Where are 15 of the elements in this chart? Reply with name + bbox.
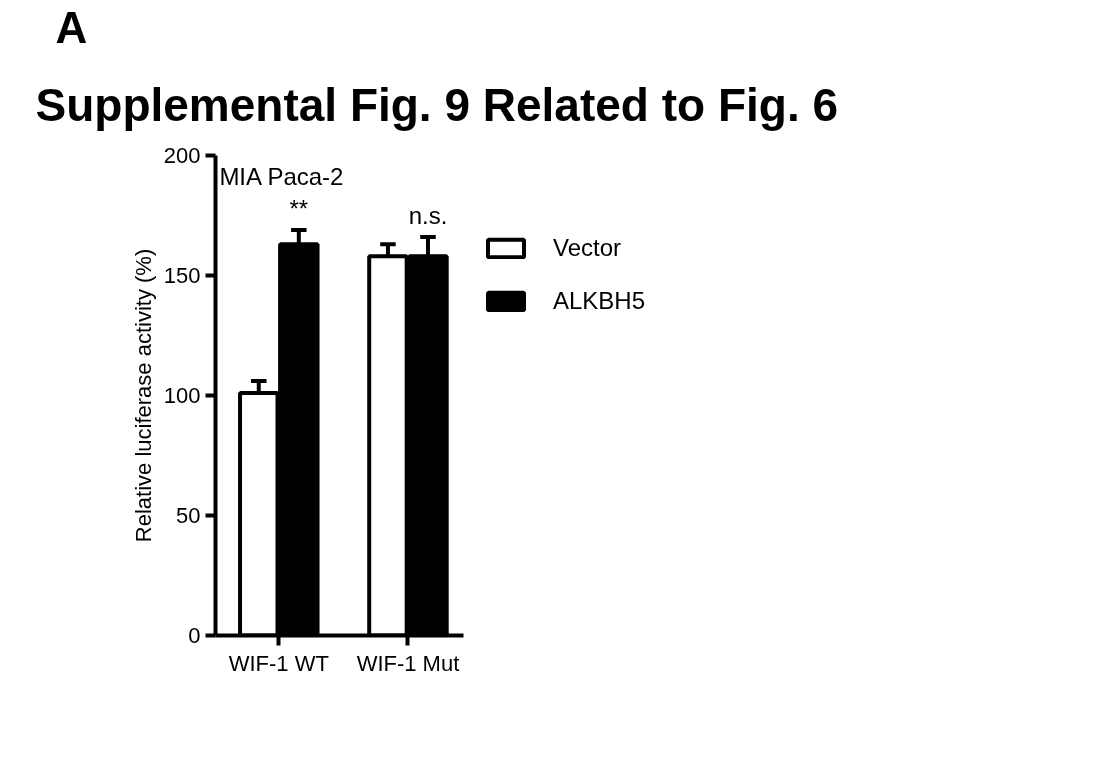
- y-axis-title: Relative luciferase activity (%): [130, 248, 156, 543]
- y-tick-label: 50: [176, 503, 201, 528]
- y-tick-label: 200: [163, 143, 201, 168]
- chart-title: Supplemental Fig. 9 Related to Fig. 6: [35, 78, 839, 131]
- x-tick-label: WIF-1 Mut: [356, 650, 460, 676]
- legend-label: ALKBH5: [553, 287, 646, 315]
- legend-label: Vector: [553, 234, 622, 262]
- y-tick-label: 0: [188, 623, 201, 648]
- y-tick-label: 150: [163, 263, 201, 288]
- annotation: **: [289, 194, 309, 222]
- y-tick-label: 100: [163, 383, 201, 408]
- text: A: [55, 2, 88, 52]
- annotation: n.s.: [408, 202, 448, 230]
- x-tick-label: WIF-1 WT: [228, 650, 329, 676]
- annotation: MIA Paca-2: [219, 162, 344, 190]
